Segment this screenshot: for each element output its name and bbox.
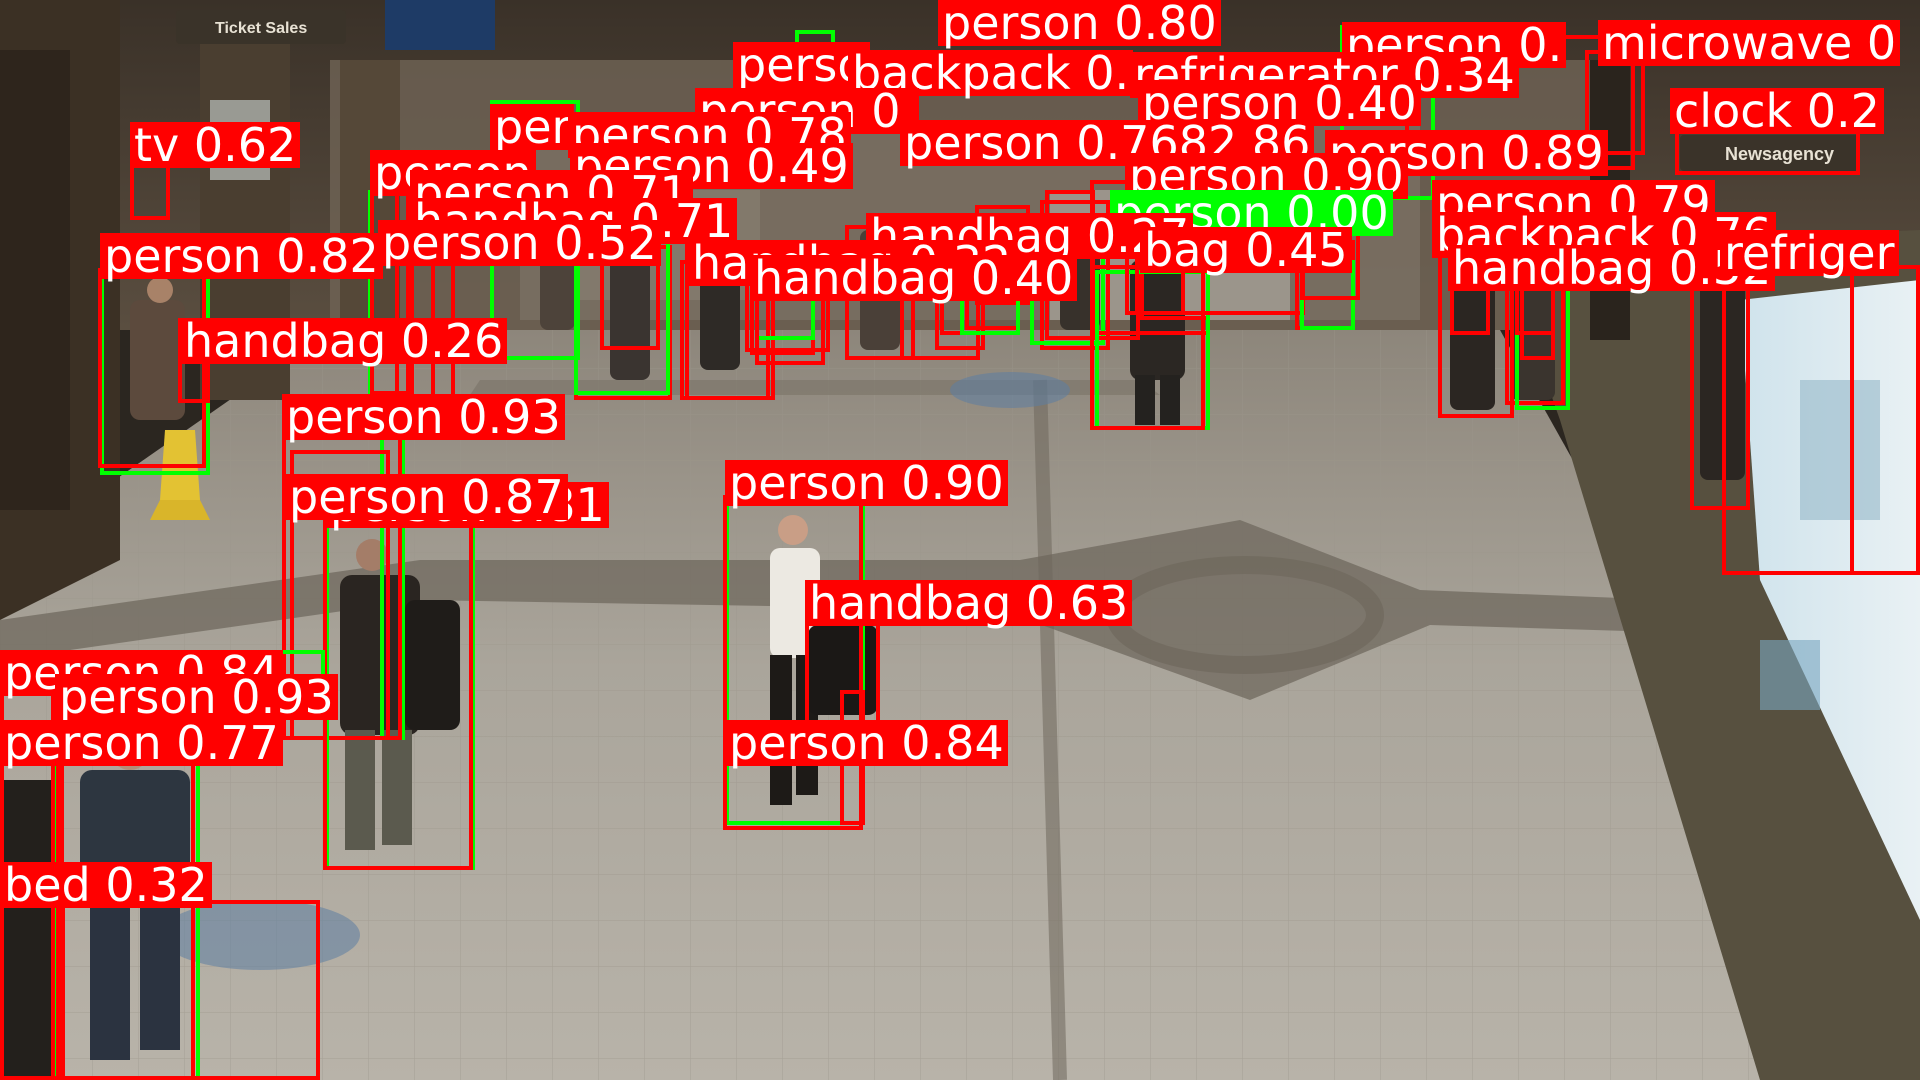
detection-label: microwave 0 (1598, 20, 1901, 66)
detection-label: person 0.82 (100, 233, 383, 279)
detection-label: person 0.93 (282, 394, 565, 440)
bbox (0, 900, 65, 1080)
detection-label: refriger (1720, 230, 1899, 276)
detection-label: person 0.80 (938, 0, 1221, 46)
detection-label: perso (733, 42, 870, 88)
sign-newsagency: Newsagency (1725, 144, 1834, 164)
detection-label: person 0.40 (1138, 80, 1421, 126)
bbox (323, 520, 473, 870)
bbox (60, 900, 320, 1080)
sign-ticket-sales: Ticket Sales (215, 20, 307, 37)
detection-label: person 0.52 (378, 220, 661, 266)
detection-label: handbag 0.40 (750, 255, 1078, 301)
bbox (290, 450, 390, 740)
detection-label: handbag 0.27 (866, 213, 1194, 259)
detection-label: bag 0.45 (1140, 227, 1352, 273)
detection-label: person 0.90 (725, 460, 1008, 506)
detection-label: person 0.84 (725, 720, 1008, 766)
detection-label: handbag 0.26 (180, 318, 508, 364)
detection-label: clock 0.2 (1670, 88, 1884, 134)
detection-label: bed 0.32 (0, 862, 212, 908)
bbox (1850, 265, 1920, 575)
detection-label: person 0.89 (1325, 130, 1608, 176)
detection-label: per (490, 104, 575, 150)
detection-label: person 0.77 (0, 720, 283, 766)
detection-label: person 0.87 (285, 474, 568, 520)
detection-label: handbag 0.63 (805, 580, 1133, 626)
detection-label: tv 0.62 (130, 122, 301, 168)
detection-label: person 0.93 (55, 674, 338, 720)
